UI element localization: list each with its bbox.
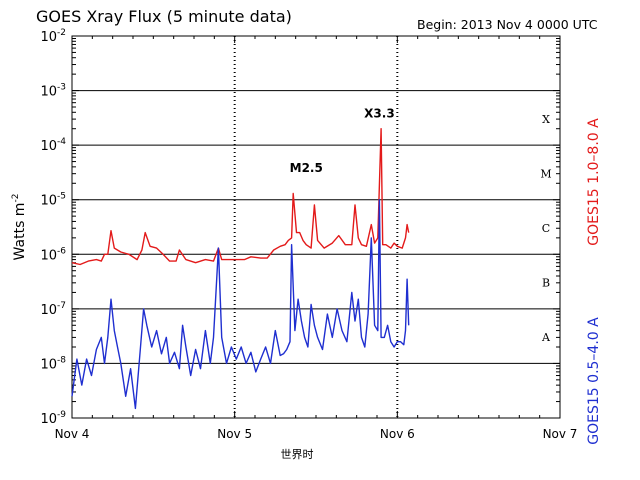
series-layer [71, 127, 410, 410]
y-tick-label: 10-9 [40, 410, 66, 427]
y-axis-ticks: 10-9 10-8 10-7 10-6 10-5 10-4 10-3 10-2 [40, 28, 560, 427]
flare-class-labels: A B C M X [540, 113, 551, 344]
y-axis-label-text: Watts m [12, 203, 28, 261]
flare-annotations: M2.5 X3.3 [290, 107, 395, 176]
x-tick-label: Nov 4 [55, 427, 90, 441]
flare-class-label: X [542, 113, 550, 126]
y-tick-label: 10-4 [40, 137, 66, 154]
flare-annotation: M2.5 [290, 161, 323, 175]
flare-class-label: B [542, 277, 550, 290]
y-axis-label-sup: -2 [11, 194, 21, 203]
series-line-short [71, 199, 410, 410]
x-tick-label: Nov 6 [380, 427, 415, 441]
plot-area: 10-910-810-710-610-510-410-310-2 Nov 4 No… [40, 28, 577, 441]
y-tick-label: 10-7 [40, 301, 66, 318]
chart-title: GOES Xray Flux (5 minute data) [36, 7, 292, 26]
y-tick-label: 10-8 [40, 355, 66, 372]
x-axis-label: 世界时 [281, 448, 314, 461]
series-legend-label: GOES15 0.5–4.0 A [586, 317, 602, 445]
x-tick-label: Nov 5 [217, 427, 252, 441]
x-axis-ticks: Nov 4 Nov 5 Nov 6 Nov 7 [55, 36, 578, 441]
y-tick-label: 10-2 [40, 28, 66, 45]
y-tick-label: 10-3 [40, 83, 66, 100]
flare-annotation: X3.3 [364, 107, 395, 121]
begin-label: Begin: 2013 Nov 4 0000 UTC [417, 17, 598, 32]
series-legend: GOES15 1.0–8.0 A GOES15 0.5–4.0 A [586, 118, 602, 445]
grid-lines [72, 90, 560, 364]
svg-text:Watts m-2: Watts m-2 [11, 194, 28, 261]
flare-class-label: C [542, 222, 550, 235]
series-legend-label: GOES15 1.0–8.0 A [586, 118, 602, 246]
series-line-long [71, 127, 410, 266]
y-tick-label: 10-6 [40, 246, 66, 263]
y-tick-label: 10-5 [40, 192, 66, 209]
y-axis-label: Watts m-2 [11, 194, 28, 261]
flare-class-label: A [541, 331, 551, 344]
x-tick-label: Nov 7 [543, 427, 578, 441]
flare-class-label: M [540, 167, 551, 180]
